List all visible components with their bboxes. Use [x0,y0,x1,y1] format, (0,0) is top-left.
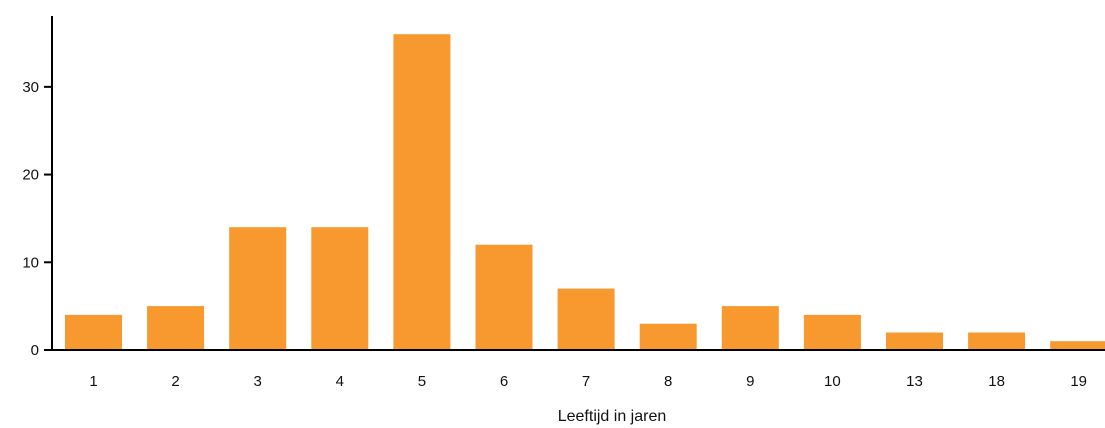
bar-8 [639,323,697,350]
y-tick-label-10: 10 [22,254,39,271]
y-ticks-group: 0 10 20 30 [22,79,52,359]
bar-9 [721,306,779,350]
x-ticks-group: 1 2 3 4 5 6 7 8 9 10 13 18 19 [89,373,1087,390]
x-tick-label-5: 5 [418,373,426,390]
x-tick-label-4: 4 [336,373,344,390]
x-tick-label-7: 7 [582,373,590,390]
x-tick-label-2: 2 [171,373,179,390]
bar-5 [393,34,451,350]
x-tick-label-10: 10 [824,373,841,390]
bar-7 [557,288,615,350]
axes-group [51,16,1105,351]
bar-18 [968,332,1026,350]
x-tick-label-1: 1 [89,373,97,390]
bar-6 [475,244,533,350]
y-tick-label-0: 0 [31,342,39,359]
bar-2 [147,306,205,350]
x-tick-label-18: 18 [988,373,1005,390]
x-tick-label-3: 3 [254,373,262,390]
bars-group [65,34,1105,350]
x-tick-label-9: 9 [746,373,754,390]
x-tick-label-6: 6 [500,373,508,390]
bar-4 [311,227,369,350]
x-tick-label-13: 13 [906,373,923,390]
y-tick-label-30: 30 [22,79,39,96]
x-tick-label-8: 8 [664,373,672,390]
bar-19 [1050,341,1105,350]
bar-10 [803,314,861,350]
bar-1 [65,314,122,350]
x-tick-label-19: 19 [1070,373,1087,390]
x-axis-title: Leeftijd in jaren [558,408,667,425]
bar-3 [229,227,287,350]
bar-13 [886,332,943,350]
y-tick-label-20: 20 [22,167,39,184]
